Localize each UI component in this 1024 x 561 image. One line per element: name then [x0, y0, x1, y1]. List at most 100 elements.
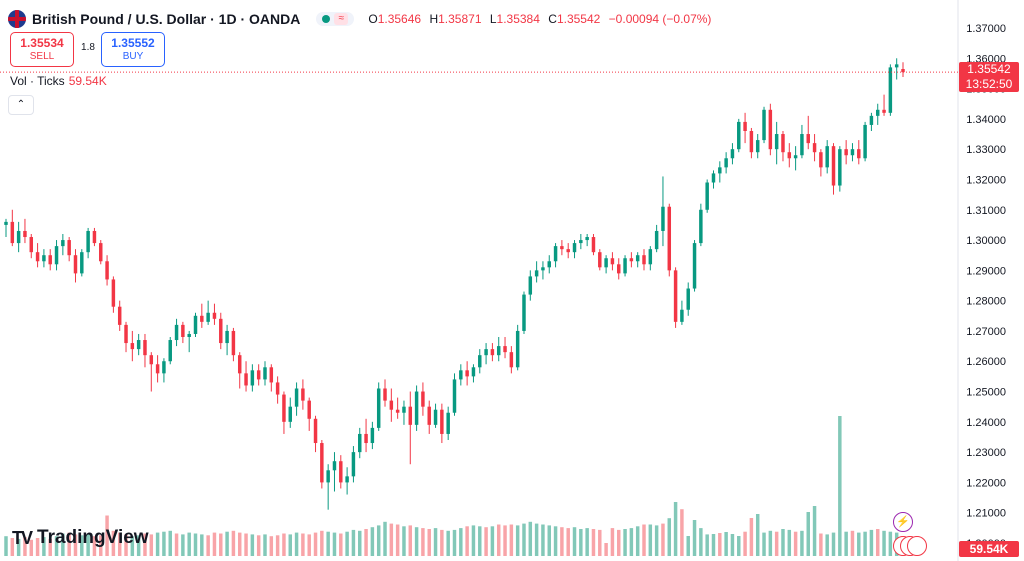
candle-body [793, 155, 798, 159]
candle-body [711, 173, 716, 183]
volume-bar [452, 529, 457, 556]
volume-bar [699, 528, 703, 556]
volume-bar [193, 533, 198, 556]
candle-body [149, 355, 154, 365]
volume-bar [844, 531, 848, 556]
volume-bar [667, 518, 672, 556]
volume-bar [812, 506, 817, 556]
volume-bar [244, 533, 248, 556]
low-label: L [489, 12, 497, 26]
volume-bar [825, 534, 829, 556]
candle-body [528, 276, 533, 295]
y-tick-label: 1.21000 [966, 508, 1006, 520]
candle-body [617, 264, 621, 274]
symbol-title[interactable]: British Pound / U.S. Dollar · 1D · OANDA [32, 11, 301, 27]
candle-body [566, 249, 570, 253]
volume-bar [471, 525, 476, 556]
buy-button[interactable]: 1.35552 BUY [101, 32, 165, 67]
candle-body [389, 400, 394, 410]
y-tick-label: 1.26000 [966, 356, 1006, 368]
high-value: 1.35871 [438, 12, 482, 26]
volume-legend[interactable]: Vol · Ticks 59.54K [10, 74, 107, 88]
candle-body [332, 461, 337, 471]
volume-bar [383, 521, 387, 556]
candle-body [231, 330, 236, 356]
y-tick-label: 1.30000 [966, 235, 1006, 247]
volume-bar [237, 532, 242, 556]
volume-bar [275, 535, 280, 556]
candle-body [414, 391, 419, 425]
tradingview-logo[interactable]: TV TradingView [12, 527, 149, 549]
candle-body [187, 333, 191, 337]
gbp-usd-flag-icon [8, 10, 26, 28]
candle-body [686, 288, 690, 310]
candle-body [718, 167, 722, 174]
volume-bar [882, 530, 886, 556]
volume-bar [496, 524, 501, 556]
candle-body [768, 109, 773, 150]
candle-body [490, 349, 495, 356]
candle-body [383, 388, 387, 401]
chevron-up-icon: ⌃ [16, 99, 26, 110]
candle-body [648, 249, 653, 265]
volume-bar [648, 524, 653, 556]
volume-bar [743, 531, 747, 556]
y-tick-label: 1.36000 [966, 53, 1006, 65]
volume-bar [282, 533, 286, 556]
candle-body [705, 182, 709, 210]
volume-bar [48, 538, 52, 556]
volume-bar [414, 527, 419, 556]
economic-events-cluster[interactable] [893, 536, 933, 556]
volume-bar [111, 530, 116, 556]
volume-bar [591, 529, 596, 556]
candle-body [787, 152, 792, 159]
candle-body [844, 149, 848, 156]
candle-body [579, 240, 583, 244]
collapse-legend-button[interactable]: ⌃ [8, 95, 34, 115]
volume-bar [326, 531, 330, 556]
volume-bar [130, 536, 135, 556]
candle-body [143, 340, 147, 356]
volume-bar [749, 518, 754, 556]
candle-body [515, 330, 520, 368]
candle-body [351, 452, 356, 477]
volume-bar [332, 532, 337, 556]
volume-bar [838, 416, 842, 556]
volume-bar [598, 529, 602, 556]
volume-bar [143, 533, 147, 556]
sell-button[interactable]: 1.35534 SELL [10, 32, 74, 67]
volume-bar [692, 520, 697, 556]
volume-bar [579, 529, 583, 556]
candle-body [427, 406, 431, 425]
candle-body [452, 379, 457, 413]
volume-bar [92, 536, 97, 556]
candle-body [408, 406, 413, 425]
volume-bar [806, 512, 810, 556]
volume-bar [875, 529, 880, 556]
candle-body [263, 367, 267, 380]
candle-body [478, 355, 482, 368]
volume-bar [446, 530, 450, 556]
candle-body [459, 370, 463, 380]
market-status-pill[interactable]: ≈ [316, 12, 355, 26]
candle-body [130, 343, 135, 350]
candle-body [585, 237, 589, 241]
volume-bar [73, 534, 78, 556]
candle-body [16, 230, 21, 244]
volume-bar [509, 524, 514, 556]
volume-bar [351, 529, 356, 556]
volume-bar [440, 529, 444, 556]
candle-body [326, 470, 330, 483]
candle-body [667, 206, 672, 271]
volume-bar [623, 529, 627, 556]
volume-bar [187, 532, 191, 556]
buy-price: 1.35552 [111, 36, 155, 50]
volume-bar [320, 530, 324, 556]
candle-body [699, 209, 703, 244]
lightning-icon[interactable]: ⚡ [893, 512, 913, 532]
candle-body [111, 279, 116, 307]
candle-body [10, 221, 15, 244]
y-tick-label: 1.33000 [966, 144, 1006, 156]
volume-bar [206, 535, 210, 556]
